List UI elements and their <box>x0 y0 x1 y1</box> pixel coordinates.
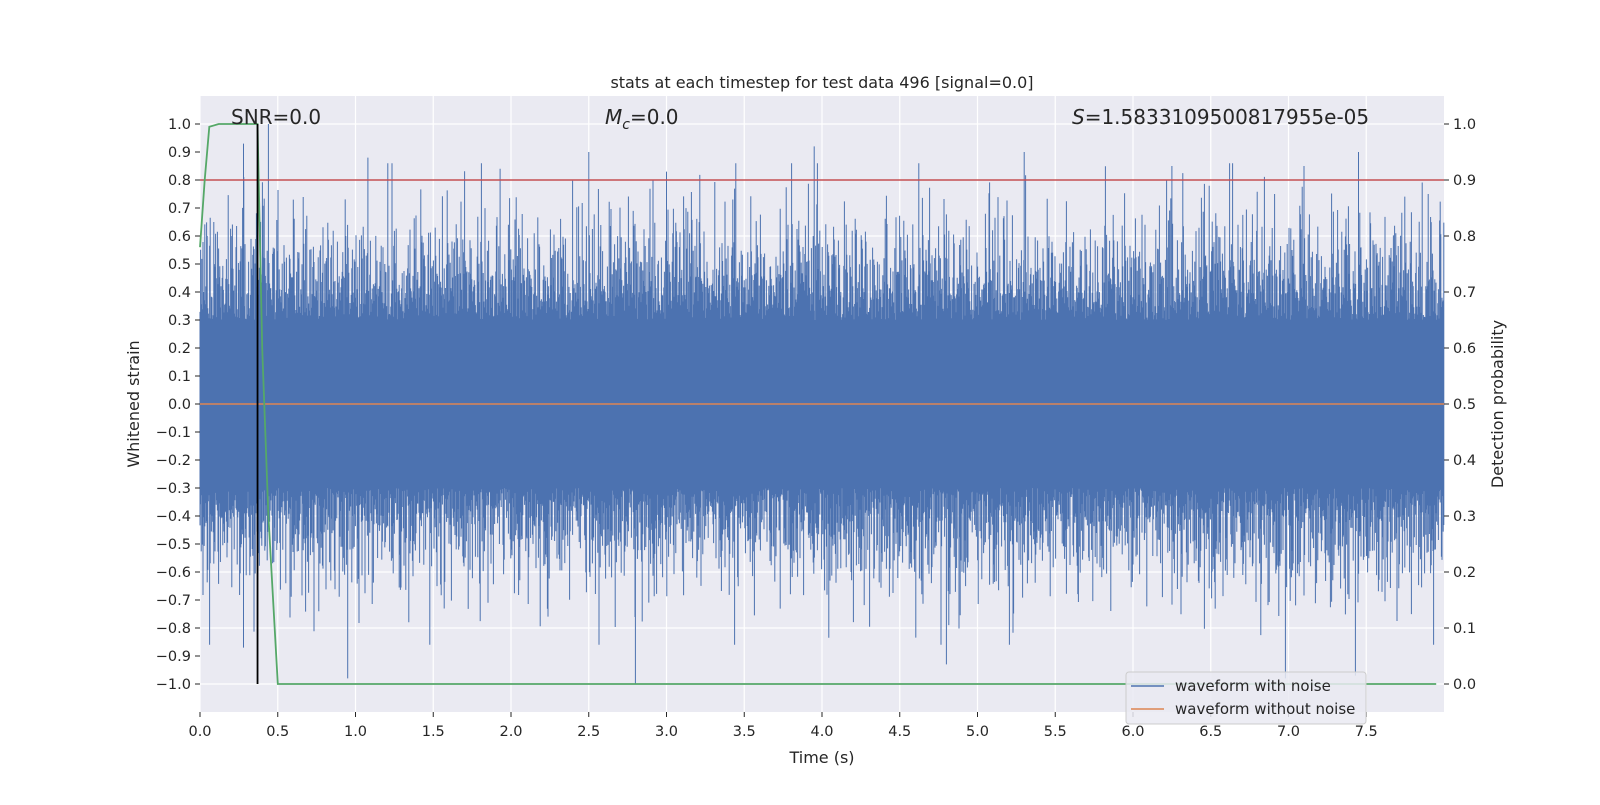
mc-symbol: M <box>605 105 622 129</box>
x-tick-label: 6.5 <box>1199 724 1222 740</box>
mc-value: =0.0 <box>630 105 679 129</box>
y2-tick-label: 0.7 <box>1453 285 1476 301</box>
y2-tick-label: 0.8 <box>1453 229 1476 245</box>
x-tick-label: 7.0 <box>1277 724 1300 740</box>
y-tick-label: 0.8 <box>168 173 191 189</box>
y-tick-label: 1.0 <box>168 117 191 133</box>
snr-annotation: SNR=0.0 <box>231 105 321 129</box>
y-tick-label: −0.2 <box>156 453 191 469</box>
x-tick-label: 2.5 <box>577 724 600 740</box>
s-annotation: S=1.5833109500817955e-05 <box>1072 105 1369 129</box>
y-tick-label: −0.1 <box>156 425 191 441</box>
x-tick-label: 7.5 <box>1355 724 1378 740</box>
y-tick-label: 0.5 <box>168 257 191 273</box>
mc-annotation: Mc=0.0 <box>605 105 679 133</box>
x-tick-label: 1.0 <box>344 724 367 740</box>
y2-tick-label: 0.2 <box>1453 565 1476 581</box>
y2-tick-label: 0.4 <box>1453 453 1476 469</box>
y-tick-label: −0.9 <box>156 649 191 665</box>
y-tick-label: 0.1 <box>168 369 191 385</box>
y-tick-label: −0.7 <box>156 593 191 609</box>
x-tick-label: 6.0 <box>1121 724 1144 740</box>
y-tick-label: −1.0 <box>156 677 191 693</box>
s-symbol: S <box>1072 105 1085 129</box>
y-tick-label: 0.7 <box>168 201 191 217</box>
y-tick-label: 0.6 <box>168 229 191 245</box>
y-tick-label: −0.6 <box>156 565 191 581</box>
y2-tick-label: 0.3 <box>1453 509 1476 525</box>
x-tick-label: 3.0 <box>655 724 678 740</box>
legend-label-waveform-with-noise: waveform with noise <box>1175 677 1331 695</box>
y2-tick-label: 0.5 <box>1453 397 1476 413</box>
x-tick-label: 4.5 <box>888 724 911 740</box>
y2-tick-label: 0.0 <box>1453 677 1476 693</box>
x-tick-label: 5.0 <box>966 724 989 740</box>
y-tick-label: 0.0 <box>168 397 191 413</box>
line-series-layer <box>199 123 1444 685</box>
legend-box <box>1125 671 1367 725</box>
y-tick-label: 0.3 <box>168 313 191 329</box>
waveform-with-noise-line <box>199 124 1445 684</box>
x-tick-label: 5.5 <box>1044 724 1067 740</box>
y2-tick-label: 0.9 <box>1453 173 1476 189</box>
x-tick-label: 2.0 <box>499 724 522 740</box>
x-tick-label: 1.5 <box>422 724 445 740</box>
detection-probability-line <box>199 123 1437 685</box>
y-tick-label: −0.8 <box>156 621 191 637</box>
y2-tick-label: 1.0 <box>1453 117 1476 133</box>
y-tick-label: −0.4 <box>156 509 191 525</box>
x-tick-label: 4.0 <box>810 724 833 740</box>
axis-layer: 0.0 0.5 1.0 1.5 2.0 2.5 3.0 3.5 4.0 4.5 5.0 5.5 6.0 6… <box>156 117 1476 740</box>
legend-label-waveform-without-noise: waveform without noise <box>1175 700 1355 718</box>
s-value: =1.5833109500817955e-05 <box>1085 105 1369 129</box>
y2-axis-label: Detection probability <box>1488 320 1507 488</box>
x-axis-label: Time (s) <box>788 748 854 767</box>
x-tick-label: 3.5 <box>733 724 756 740</box>
y-tick-label: −0.3 <box>156 481 191 497</box>
legend: waveform with noise waveform without noi… <box>1125 671 1367 725</box>
mc-subscript: c <box>622 117 630 133</box>
x-tick-label: 0.5 <box>266 724 289 740</box>
y2-tick-label: 0.1 <box>1453 621 1476 637</box>
y-tick-label: 0.2 <box>168 341 191 357</box>
chart-title: stats at each timestep for test data 496… <box>610 73 1033 92</box>
y-axis-label: Whitened strain <box>124 340 143 467</box>
y-tick-label: 0.9 <box>168 145 191 161</box>
y-tick-label: −0.5 <box>156 537 191 553</box>
x-tick-label: 0.0 <box>188 724 211 740</box>
y2-tick-label: 0.6 <box>1453 341 1476 357</box>
y-tick-label: 0.4 <box>168 285 191 301</box>
